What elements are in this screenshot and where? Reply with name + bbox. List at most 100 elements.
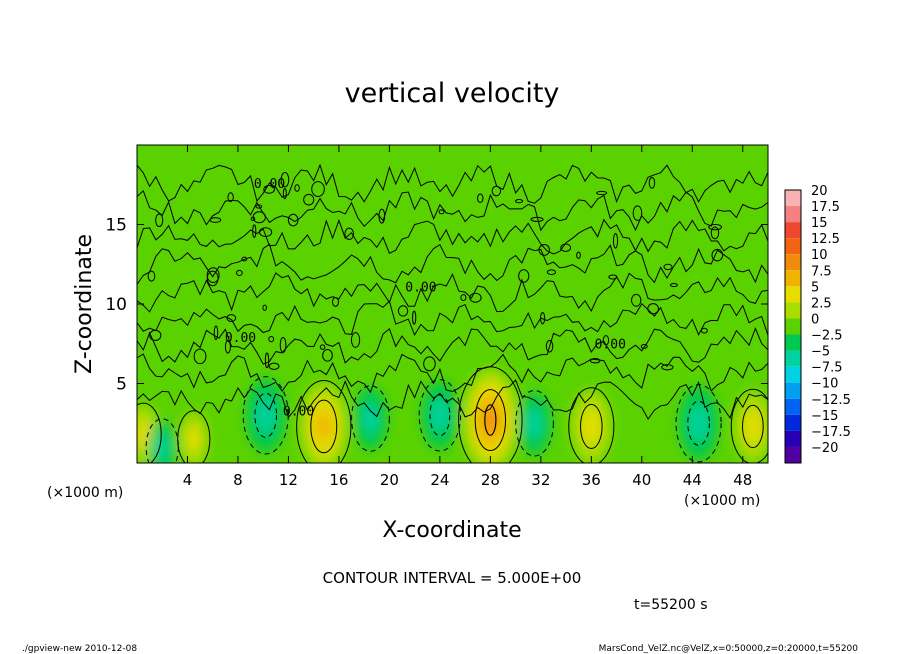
small-contour-5 — [602, 335, 610, 346]
x-tick-label-0: 4 — [183, 471, 193, 489]
zero-contour-7 — [137, 190, 768, 232]
small-contour-18 — [262, 304, 268, 311]
small-contour-29 — [147, 270, 156, 282]
small-contour-56 — [268, 335, 275, 343]
small-contour-41 — [491, 185, 502, 197]
x-tick-label-5: 24 — [430, 471, 449, 489]
contour-7-outer — [351, 385, 390, 452]
small-contour-61 — [661, 364, 674, 371]
y-axis-ticks: 5 10 15 — [105, 216, 768, 395]
field-cell-5-1 — [186, 425, 201, 453]
small-contour-68 — [412, 310, 417, 325]
velocity-field — [137, 369, 768, 463]
x-tick-label-9: 40 — [632, 471, 651, 489]
small-contour-15 — [255, 204, 263, 209]
small-contour-40 — [538, 244, 551, 256]
colorbar-frame — [784, 189, 802, 464]
small-contour-50 — [264, 352, 270, 369]
colorbar-label-16: −20 — [811, 441, 838, 456]
small-contour-8 — [209, 217, 222, 223]
contour-8-mid — [429, 394, 451, 437]
zero-contour-2 — [137, 327, 768, 365]
small-contour-36 — [631, 293, 642, 307]
colorbar-swatch-7 — [785, 302, 801, 319]
contour-6-mid — [254, 392, 278, 438]
small-contour-17 — [319, 344, 326, 350]
field-cell-2-1 — [581, 408, 602, 445]
colorbar-label-10: −5 — [811, 345, 830, 360]
small-contour-49 — [669, 283, 678, 288]
contour-5-outer — [177, 410, 211, 463]
small-contour-63 — [282, 188, 287, 200]
contour-3-mid — [742, 404, 764, 449]
small-contour-25 — [213, 325, 219, 341]
small-contour-54 — [193, 348, 207, 365]
small-contour-14 — [576, 251, 581, 259]
small-contour-46 — [647, 303, 659, 315]
field-cell-1-3 — [483, 407, 498, 433]
x-tick-label-11: 48 — [733, 471, 752, 489]
contour-4-outer — [137, 402, 162, 463]
small-contour-22 — [280, 171, 290, 188]
field-cell-0-2 — [315, 411, 332, 442]
time-label: t=55200 s — [634, 597, 708, 613]
contour-value-label-0: 0.00 — [254, 177, 285, 192]
small-contour-32 — [518, 269, 530, 283]
field-cell-8-1 — [430, 398, 449, 433]
small-contour-52 — [397, 305, 409, 317]
small-contour-64 — [236, 269, 243, 277]
small-contour-53 — [545, 339, 554, 353]
zero-contour-0 — [137, 379, 768, 420]
contour-value-label-3: 0.00 — [225, 331, 256, 346]
x-tick-label-2: 12 — [279, 471, 298, 489]
colorbar-label-3: 12.5 — [811, 232, 840, 247]
colorbar-label-0: 20 — [811, 184, 828, 199]
small-contour-30 — [258, 227, 273, 238]
contour-1-mid — [474, 389, 507, 452]
colorbar-swatch-15 — [785, 430, 801, 447]
colorbar-label-1: 17.5 — [811, 200, 840, 215]
zero-contour-4 — [137, 272, 768, 313]
contour-0-mid — [310, 399, 338, 454]
small-contour-66 — [332, 297, 340, 307]
colorbar-swatch-16 — [785, 446, 801, 463]
small-contour-26 — [224, 340, 231, 354]
small-contour-7 — [287, 213, 299, 227]
colorbar-swatch-10 — [785, 350, 801, 367]
colorbar-label-7: 2.5 — [811, 296, 832, 311]
small-contour-69 — [560, 243, 572, 252]
colorbar-swatch-4 — [785, 254, 801, 271]
small-contour-13 — [149, 329, 162, 341]
small-contour-21 — [648, 176, 656, 189]
field-blobs — [137, 369, 768, 463]
field-cell-3-1 — [743, 408, 763, 445]
small-contour-1 — [268, 362, 280, 370]
small-contour-55 — [241, 256, 248, 262]
x-tick-label-8: 36 — [582, 471, 601, 489]
small-contour-62 — [250, 216, 256, 222]
y-axis-label: Z-coordinate — [72, 234, 97, 374]
colorbar-swatch-12 — [785, 382, 801, 399]
x-tick-label-4: 20 — [380, 471, 399, 489]
colorbar-swatch-5 — [785, 270, 801, 287]
contour-value-label-1: 0.00 — [405, 280, 436, 295]
contour-10-outer — [675, 384, 722, 463]
small-contour-38 — [590, 358, 601, 364]
small-contour-27 — [546, 269, 556, 276]
colorbar-swatch-3 — [785, 238, 801, 255]
small-contour-48 — [700, 327, 708, 334]
x-unit-left: (×1000 m) — [47, 485, 123, 501]
footer-right: MarsCond_VelZ.nc@VelZ,x=0:50000,z=0:2000… — [599, 644, 859, 654]
colorbar-swatch-9 — [785, 334, 801, 351]
colorbar-swatch-0 — [785, 190, 801, 207]
small-contour-2 — [632, 205, 643, 221]
contour-9-outer — [515, 389, 554, 457]
x-unit-right: (×1000 m) — [684, 493, 760, 509]
small-contour-43 — [540, 311, 546, 325]
chart-title: vertical velocity — [345, 78, 560, 109]
zero-contour-8 — [137, 163, 768, 204]
contour-1-inner — [484, 404, 497, 436]
small-contour-3 — [206, 267, 220, 284]
colorbar-swatch-13 — [785, 398, 801, 415]
